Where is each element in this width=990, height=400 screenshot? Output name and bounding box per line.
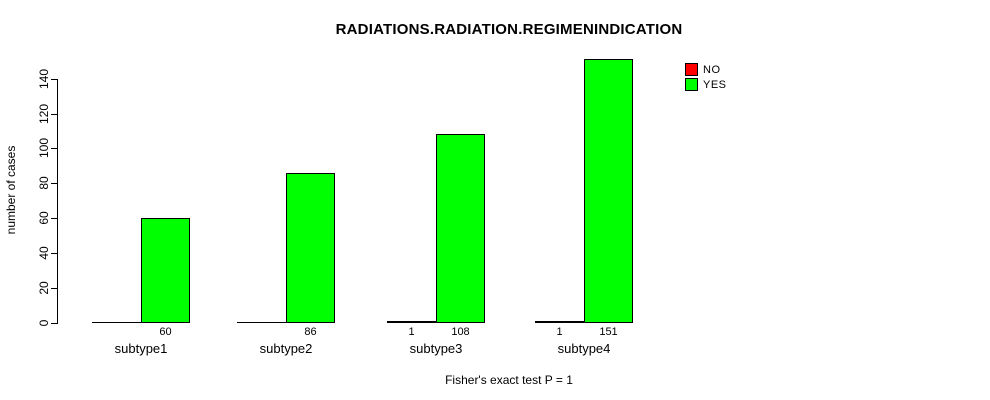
category-label-subtype1: subtype1 xyxy=(114,341,168,356)
y-axis-tick-label: 80 xyxy=(37,176,51,191)
category-label-subtype4: subtype4 xyxy=(557,341,611,356)
bar-yes xyxy=(436,134,485,323)
legend-swatch-no xyxy=(685,63,698,76)
y-axis-tick-label: 120 xyxy=(37,103,51,124)
legend: NO YES xyxy=(685,63,727,91)
y-axis-tick-label: 0 xyxy=(37,319,51,327)
y-axis-line xyxy=(57,78,58,324)
bar-yes xyxy=(141,218,190,323)
y-axis-tick xyxy=(51,218,57,220)
bar-value-label: 86 xyxy=(304,326,317,338)
y-axis-tick-label: 20 xyxy=(37,281,51,295)
bar-value-label: 151 xyxy=(599,326,618,338)
bar-no xyxy=(535,321,584,323)
bar-no-zero xyxy=(237,322,286,323)
bar-value-label: 108 xyxy=(451,326,470,338)
category-label-subtype2: subtype2 xyxy=(259,341,313,356)
chart-title: RADIATIONS.RADIATION.REGIMENINDICATION xyxy=(335,21,683,38)
legend-label: NO xyxy=(703,63,721,76)
legend-swatch-yes xyxy=(685,78,698,91)
y-axis-tick-label: 60 xyxy=(37,211,51,225)
legend-entry-no: NO xyxy=(685,63,727,76)
category-label-subtype3: subtype3 xyxy=(409,341,463,356)
y-axis-tick-label: 100 xyxy=(37,138,51,159)
bar-no-zero xyxy=(92,322,141,323)
y-axis-tick-label: 140 xyxy=(37,68,51,89)
x-axis-title: Fisher's exact test P = 1 xyxy=(445,373,573,387)
bar-value-label: 1 xyxy=(408,326,415,338)
bar-yes xyxy=(584,59,633,323)
y-axis-tick xyxy=(51,113,57,115)
y-axis-tick xyxy=(51,253,57,255)
bar-no xyxy=(387,321,436,323)
y-axis-tick-label: 40 xyxy=(37,246,51,260)
bar-yes xyxy=(286,173,335,323)
legend-entry-yes: YES xyxy=(685,78,727,91)
y-axis-tick xyxy=(51,323,57,324)
legend-label: YES xyxy=(703,78,727,91)
bar-value-label: 60 xyxy=(159,326,172,338)
y-axis-tick xyxy=(51,288,57,290)
y-axis-tick xyxy=(51,148,57,150)
bar-value-label: 1 xyxy=(556,326,563,338)
y-axis-tick xyxy=(51,183,57,185)
y-axis-tick xyxy=(51,78,57,80)
